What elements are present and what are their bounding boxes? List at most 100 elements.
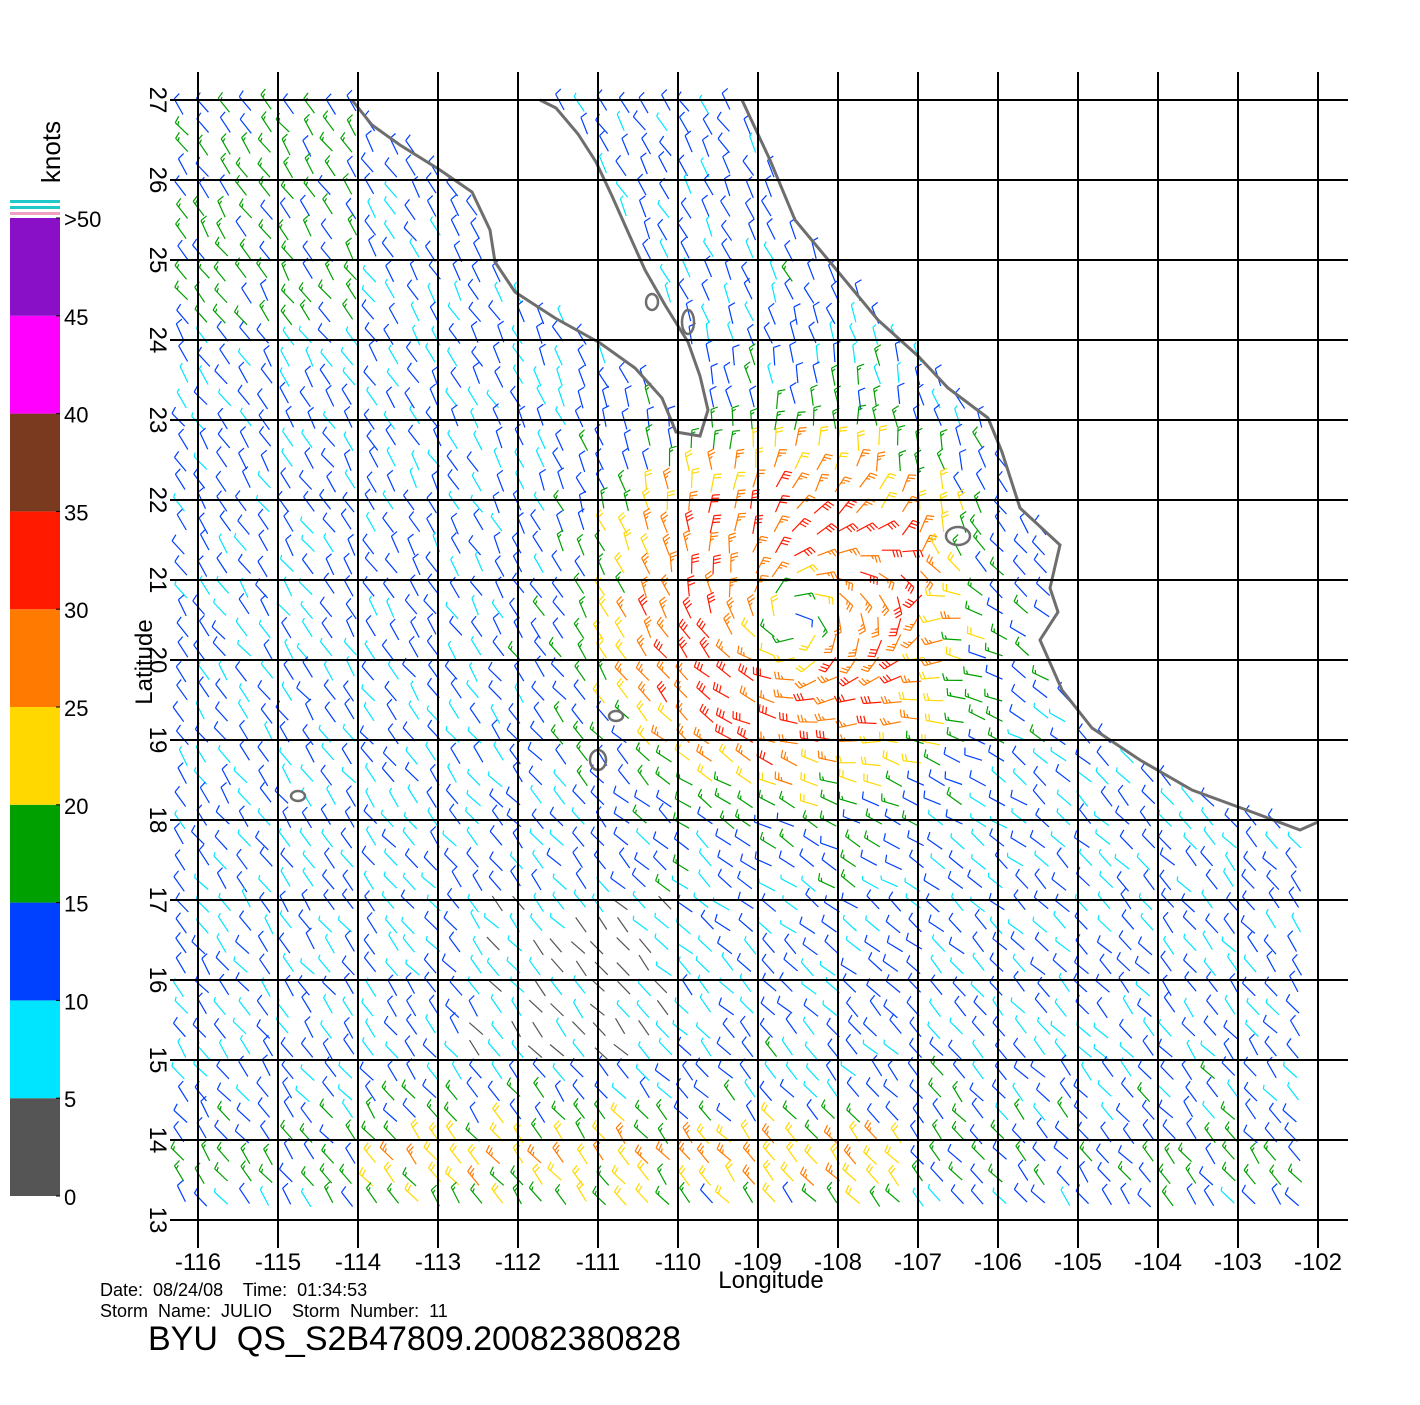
wind-barb <box>530 617 541 639</box>
wind-barb <box>364 488 375 511</box>
wind-barb <box>682 1121 693 1144</box>
wind-barb <box>869 994 882 1017</box>
wind-barb <box>362 265 377 283</box>
wind-barb <box>989 916 1003 935</box>
wind-barb <box>552 680 567 700</box>
wind-barb <box>748 218 757 241</box>
wind-barb <box>1078 1160 1089 1183</box>
wind-barb <box>319 637 333 657</box>
wind-barb <box>634 1099 649 1120</box>
wind-barb <box>1265 831 1279 850</box>
wind-barb <box>1117 1160 1132 1181</box>
wind-barb <box>769 259 778 280</box>
wind-barb <box>1224 995 1236 1015</box>
wind-barb <box>973 529 986 551</box>
wind-barb <box>346 89 357 112</box>
wind-barb <box>1052 953 1067 973</box>
wind-barb <box>213 852 227 870</box>
wind-barb <box>537 429 546 450</box>
wind-barb <box>939 467 948 490</box>
wind-barb <box>816 571 838 580</box>
wind-barb <box>365 787 375 808</box>
wind-barb <box>368 595 378 616</box>
wind-barb <box>845 1033 858 1055</box>
wind-barb <box>641 552 651 575</box>
wind-barb <box>447 640 458 661</box>
wind-barb <box>423 1140 438 1161</box>
wind-barb <box>337 915 353 933</box>
wind-barb <box>856 448 871 467</box>
wind-barb <box>235 934 250 955</box>
wind-barb <box>967 869 983 888</box>
wind-barb <box>651 724 668 742</box>
wind-barb <box>617 917 629 933</box>
wind-barb <box>655 745 672 763</box>
wind-barb <box>1115 805 1130 825</box>
colorbar-segment <box>10 804 60 903</box>
colorbar-tick-label: 10 <box>64 989 88 1014</box>
wind-barb <box>592 1022 606 1037</box>
wind-barb <box>363 365 377 386</box>
wind-barb <box>693 892 709 908</box>
wind-barb <box>444 1165 460 1186</box>
wind-barb <box>241 132 251 154</box>
wind-barb <box>239 1035 251 1055</box>
wind-barb <box>538 468 547 491</box>
wind-barb <box>712 554 721 575</box>
wind-barb <box>616 962 630 977</box>
wind-barb <box>677 636 688 659</box>
wind-barb <box>755 556 772 574</box>
wind-barb <box>695 1022 711 1039</box>
wind-barb <box>690 467 700 488</box>
wind-barb <box>406 279 419 301</box>
wind-barb <box>635 1063 650 1081</box>
wind-barb <box>381 1080 395 1101</box>
wind-barb <box>304 1016 314 1038</box>
wind-barb <box>218 388 232 407</box>
wind-barb <box>856 715 877 725</box>
wind-barb <box>737 870 753 890</box>
wind-barb <box>467 726 482 744</box>
wind-barb <box>945 646 964 661</box>
wind-barb <box>1032 748 1048 764</box>
wind-barb <box>906 770 925 786</box>
wind-barb <box>1263 1140 1277 1161</box>
wind-barb <box>172 1016 186 1038</box>
colorbar-label: knots <box>36 121 66 183</box>
wind-barb <box>1142 1034 1154 1056</box>
wind-barb <box>652 831 669 850</box>
wind-barb <box>578 596 587 618</box>
wind-barb <box>443 847 458 868</box>
wind-barb <box>748 343 756 366</box>
wind-barb <box>215 804 230 825</box>
wind-barb <box>345 785 357 807</box>
wind-barb <box>971 828 985 847</box>
wind-barb <box>632 110 646 131</box>
wind-barb <box>589 721 605 741</box>
wind-barb <box>487 979 502 992</box>
wind-barb <box>947 1143 963 1163</box>
wind-barb <box>765 1036 778 1057</box>
wind-barb <box>509 1098 522 1120</box>
wind-barb <box>638 1020 650 1036</box>
wind-barb <box>466 847 479 868</box>
wind-barb <box>822 1000 838 1017</box>
wind-barb <box>618 361 629 384</box>
wind-barb <box>928 769 945 787</box>
wind-barb <box>594 529 606 552</box>
wind-barb <box>322 975 337 996</box>
wind-barb <box>574 659 586 682</box>
wind-barb <box>340 849 354 868</box>
wind-barb <box>237 514 250 535</box>
wind-barb <box>621 407 629 430</box>
wind-barb <box>485 1144 501 1165</box>
wind-barb <box>638 938 652 954</box>
wind-barb <box>572 846 583 868</box>
wind-barb <box>468 1039 480 1056</box>
wind-barb <box>1249 1142 1260 1164</box>
wind-barb <box>492 403 502 426</box>
wind-barb <box>300 1064 315 1081</box>
wind-barb <box>1160 1060 1174 1080</box>
wind-barb <box>173 1103 188 1123</box>
wind-barb <box>1011 659 1026 679</box>
